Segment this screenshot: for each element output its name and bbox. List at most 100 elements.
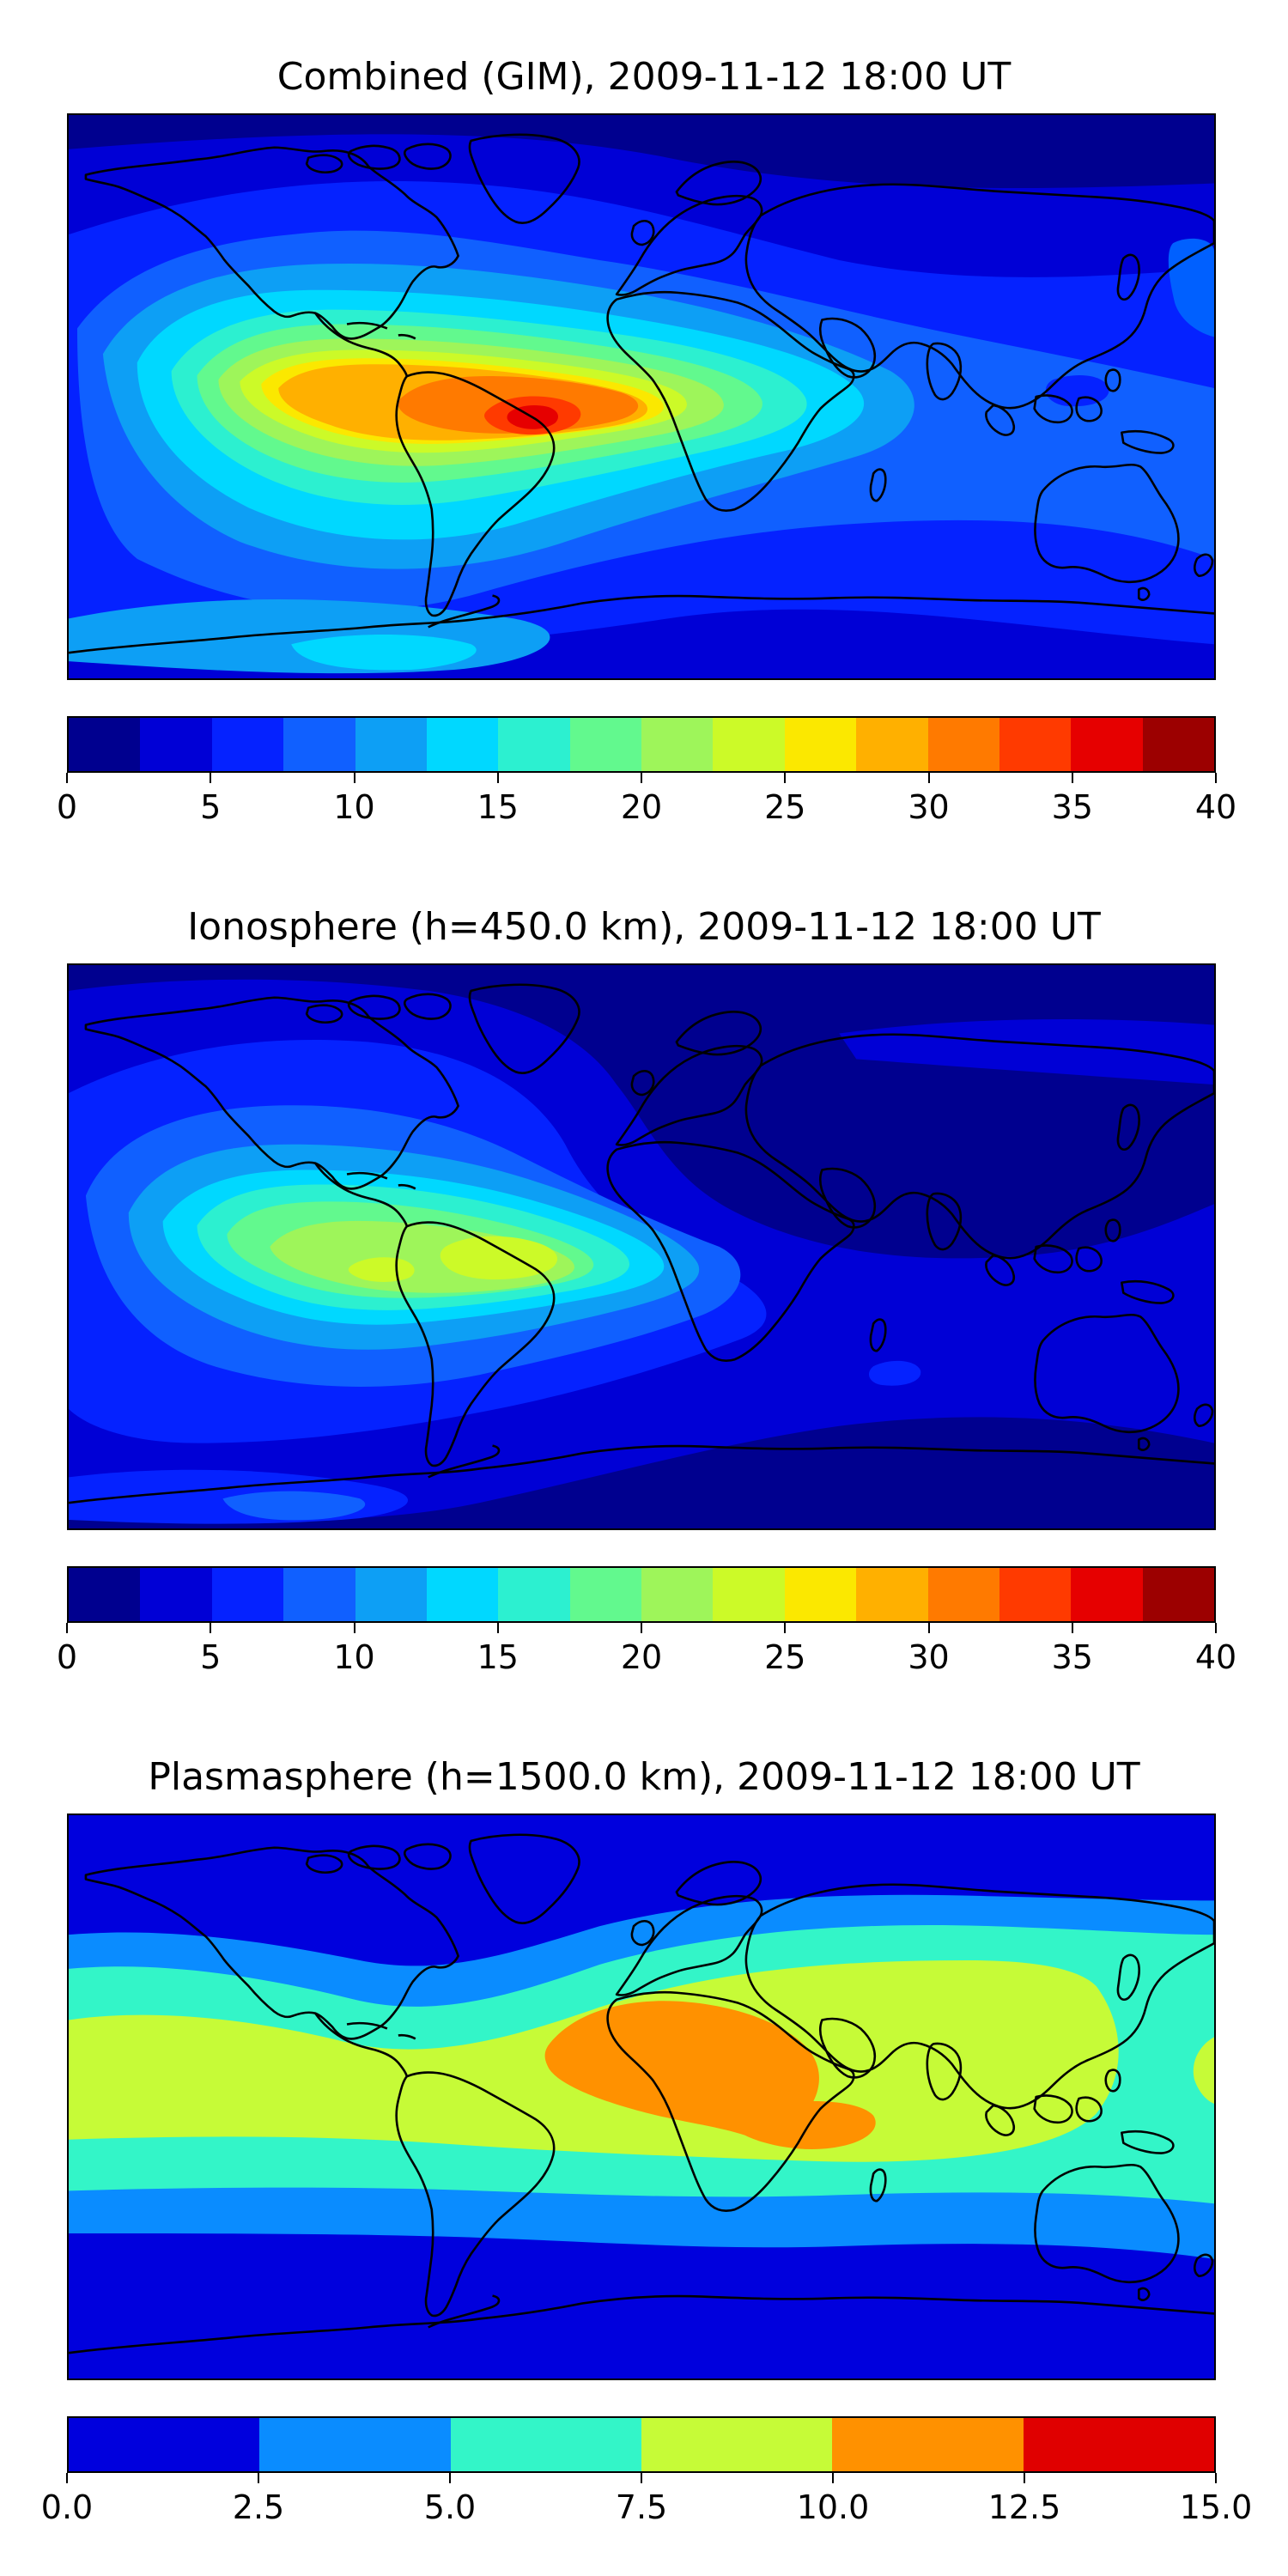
ionosphere-colorbar-segment — [927, 1568, 999, 1621]
ionosphere-colorbar-segment — [69, 1568, 141, 1621]
ionosphere-tick-label: 25 — [764, 1638, 806, 1676]
ionosphere-colorbar-segment — [283, 1568, 355, 1621]
combined-colorbar — [67, 716, 1216, 773]
combined-tick-label: 0 — [56, 788, 78, 826]
ionosphere-tick-mark — [1071, 1623, 1073, 1633]
ionosphere-tick-mark — [210, 1623, 212, 1633]
combined-colorbar-segment — [1142, 718, 1214, 771]
ionosphere-map — [67, 963, 1216, 1530]
ionosphere-colorbar-segment — [498, 1568, 570, 1621]
plasmasphere-colorbar-segment — [832, 2418, 1024, 2471]
ionosphere-tick-label: 0 — [56, 1638, 78, 1676]
combined-tick-label: 30 — [908, 788, 950, 826]
plasmasphere-tec-field — [69, 1815, 1214, 2379]
ionosphere-tick-label: 10 — [333, 1638, 375, 1676]
combined-tick-label: 35 — [1051, 788, 1093, 826]
ionosphere-tick-mark — [496, 1623, 499, 1633]
plasmasphere-tick-mark — [1215, 2473, 1217, 2483]
ionosphere-colorbar-segment — [784, 1568, 857, 1621]
combined-tick-mark — [496, 773, 499, 783]
ionosphere-tick-mark — [66, 1623, 68, 1633]
combined-colorbar-segment — [641, 718, 714, 771]
plasmasphere-tick-label: 5.0 — [423, 2488, 477, 2526]
combined-colorbar-segment — [211, 718, 284, 771]
ionosphere-title: Ionosphere (h=450.0 km), 2009-11-12 18:0… — [187, 905, 1101, 949]
ionosphere-tec-field — [69, 965, 1214, 1528]
ionosphere-south-polar — [222, 1491, 366, 1521]
plasmasphere-colorbar — [67, 2416, 1216, 2473]
ionosphere-colorbar — [67, 1566, 1216, 1623]
ionosphere-colorbar-ticks: 0 5 10 15 20 25 30 35 40 — [57, 1623, 1236, 1676]
combined-tick-mark — [66, 773, 68, 783]
plasmasphere-tick-mark — [1024, 2473, 1025, 2483]
plasmasphere-tick-label: 0.0 — [40, 2488, 94, 2526]
combined-tick-mark — [1215, 773, 1217, 783]
combined-colorbar-segment — [784, 718, 857, 771]
ionosphere-tick-mark — [784, 1623, 787, 1633]
ionosphere-panel: Ionosphere (h=450.0 km), 2009-11-12 18:0… — [57, 905, 1236, 1676]
combined-tick-label: 10 — [333, 788, 375, 826]
ionosphere-colorbar-segment — [140, 1568, 212, 1621]
ionosphere-tick-label: 40 — [1194, 1638, 1237, 1676]
combined-colorbar-segment — [569, 718, 641, 771]
plasmasphere-colorbar-segment — [69, 2418, 260, 2471]
ionosphere-east-arm — [805, 1292, 1214, 1367]
plasmasphere-colorbar-ticks: 0.0 2.5 5.0 7.5 10.0 12.5 15.0 — [41, 2473, 1252, 2526]
combined-colorbar-segment — [927, 718, 999, 771]
ionosphere-colorbar-segment — [426, 1568, 499, 1621]
combined-south-polar — [291, 635, 477, 671]
plasmasphere-map — [67, 1814, 1216, 2380]
combined-tick-mark — [641, 773, 642, 783]
ionosphere-tick-label: 5 — [200, 1638, 222, 1676]
plasmasphere-tick-label: 15.0 — [1179, 2488, 1253, 2526]
ionosphere-colorbar-segment — [999, 1568, 1072, 1621]
combined-tick-label: 20 — [620, 788, 663, 826]
combined-colorbar-segment — [498, 718, 570, 771]
combined-tick-label: 15 — [477, 788, 519, 826]
ionosphere-tick-mark — [641, 1623, 642, 1633]
plasmasphere-colorbar-segment — [450, 2418, 641, 2471]
combined-tec-field — [69, 115, 1214, 678]
combined-panel: Combined (GIM), 2009-11-12 18:00 UT — [0, 0, 1288, 859]
combined-tick-mark — [1071, 773, 1073, 783]
ionosphere-tick-label: 20 — [620, 1638, 663, 1676]
ionosphere-blue-blob — [869, 1360, 921, 1386]
ionosphere-tick-label: 15 — [477, 1638, 519, 1676]
ionosphere-colorbar-segment — [1142, 1568, 1214, 1621]
combined-colorbar-ticks: 0 5 10 15 20 25 30 35 40 — [57, 773, 1236, 826]
combined-colorbar-segment — [1071, 718, 1143, 771]
combined-colorbar-segment — [355, 718, 427, 771]
plasmasphere-tick-label: 12.5 — [987, 2488, 1061, 2526]
ionosphere-tick-label: 35 — [1051, 1638, 1093, 1676]
ionosphere-level-9 — [440, 1236, 558, 1280]
plasmasphere-title: Plasmasphere (h=1500.0 km), 2009-11-12 1… — [148, 1755, 1140, 1799]
ionosphere-colorbar-segment — [211, 1568, 284, 1621]
plasmasphere-contours — [69, 1894, 1214, 2259]
combined-tick-mark — [210, 773, 212, 783]
combined-tick-mark — [784, 773, 787, 783]
combined-colorbar-segment — [999, 718, 1072, 771]
ionosphere-tick-mark — [1215, 1623, 1217, 1633]
combined-tick-label: 5 — [200, 788, 222, 826]
combined-colorbar-segment — [283, 718, 355, 771]
combined-colorbar-segment — [713, 718, 785, 771]
ionosphere-colorbar-segment — [1071, 1568, 1143, 1621]
combined-tick-label: 40 — [1194, 788, 1237, 826]
plasmasphere-tick-label: 7.5 — [615, 2488, 668, 2526]
ionosphere-tick-label: 30 — [908, 1638, 950, 1676]
ionosphere-tick-mark — [353, 1623, 355, 1633]
plasmasphere-tick-mark — [258, 2473, 259, 2483]
ionosphere-colorbar-segment — [641, 1568, 714, 1621]
plasmasphere-tick-mark — [832, 2473, 834, 2483]
combined-colorbar-segment — [856, 718, 928, 771]
plasmasphere-colorbar-segment — [641, 2418, 833, 2471]
ionosphere-colorbar-segment — [856, 1568, 928, 1621]
ionosphere-contours — [69, 979, 1214, 1524]
ionosphere-colorbar-segment — [355, 1568, 427, 1621]
combined-map — [67, 113, 1216, 680]
ionosphere-colorbar-segment — [569, 1568, 641, 1621]
plasmasphere-tick-label: 10.0 — [796, 2488, 870, 2526]
combined-title: Combined (GIM), 2009-11-12 18:00 UT — [276, 55, 1012, 99]
combined-colorbar-segment — [140, 718, 212, 771]
